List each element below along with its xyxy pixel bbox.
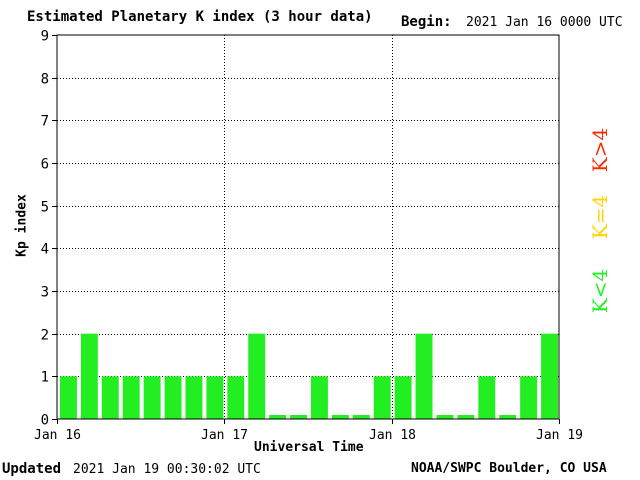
updated-value: 2021 Jan 19 00:30:02 UTC [73, 462, 261, 477]
grid-lines [57, 35, 559, 419]
updated-label: Updated [2, 461, 62, 477]
kp-bar [164, 376, 182, 419]
y-axis-ticks: 0 1 2 3 4 5 6 7 8 9 [41, 29, 57, 429]
y-tick-label: 2 [41, 328, 49, 344]
x-axis-label: Universal Time [254, 440, 364, 455]
kp-bar [331, 415, 349, 419]
kp-bar [227, 376, 245, 419]
begin-label: Begin: [401, 14, 452, 30]
bar-series [60, 333, 558, 419]
chart-title: Estimated Planetary K index (3 hour data… [27, 9, 373, 25]
kp-bar [541, 333, 558, 419]
credit-text: NOAA/SWPC Boulder, CO USA [411, 461, 607, 476]
y-tick-label: 5 [41, 200, 49, 216]
kp-bar [101, 376, 119, 419]
kp-bar [311, 376, 328, 419]
y-axis-label: Kp index [14, 194, 30, 257]
kp-bar [269, 415, 287, 419]
kp-bar [60, 376, 77, 419]
kp-bar [248, 333, 266, 419]
kp-bar [436, 415, 454, 419]
legend-k-lt4: K<4 [588, 268, 612, 314]
plot-frame [56, 34, 560, 420]
kp-bar [122, 376, 140, 419]
y-tick-label: 6 [41, 157, 49, 173]
kp-bar [394, 376, 412, 419]
kp-bar [415, 333, 433, 419]
y-tick-label: 1 [41, 370, 49, 386]
begin-value: 2021 Jan 16 0000 UTC [466, 15, 623, 30]
kp-bar [499, 415, 517, 419]
x-tick-label: Jan 19 [536, 428, 583, 443]
y-tick-label: 9 [41, 29, 49, 45]
kp-bar [185, 376, 203, 419]
x-tick-label: Jan 16 [34, 428, 81, 443]
kp-bar [457, 415, 475, 419]
legend-k-gt4: K>4 [588, 127, 612, 173]
x-axis-ticks: Jan 16 Jan 17 Jan 18 Jan 19 [34, 419, 583, 443]
kp-bar [206, 376, 224, 419]
x-tick-label: Jan 18 [369, 428, 416, 443]
kp-bar [478, 376, 496, 419]
y-tick-label: 4 [41, 242, 49, 258]
y-tick-label: 8 [41, 72, 49, 88]
kp-bar [80, 333, 98, 419]
kp-bar [520, 376, 538, 419]
y-tick-label: 7 [41, 114, 49, 130]
kp-bar [143, 376, 161, 419]
legend-k-eq4: K=4 [588, 194, 612, 240]
x-tick-label: Jan 17 [201, 428, 248, 443]
y-tick-label: 0 [41, 413, 49, 429]
kp-bar [290, 415, 307, 419]
y-tick-label: 3 [41, 285, 49, 301]
kp-bar [373, 376, 391, 419]
kp-bar [352, 415, 370, 419]
